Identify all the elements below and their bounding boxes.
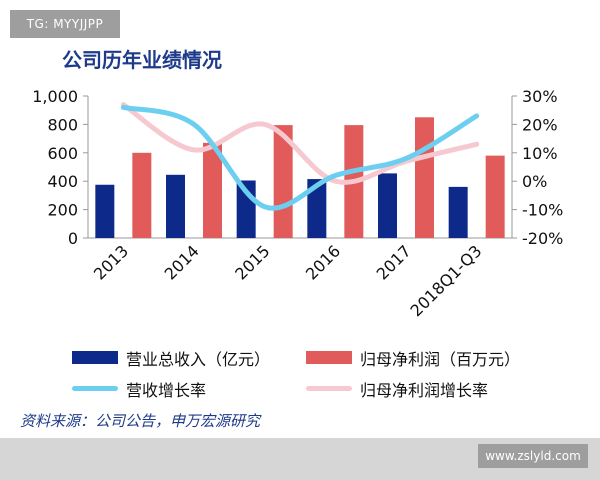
left-axis-tick-label: 0 (68, 229, 78, 248)
legend-label-net-profit: 归母净利润（百万元） (360, 350, 521, 369)
x-axis-tick-label: 2013 (90, 241, 132, 283)
watermark-bottom: www.zslyld.com (478, 444, 588, 468)
line-revenue-growth (120, 104, 480, 211)
legend-swatch-revenue-growth (72, 386, 118, 391)
legend-label-net-profit-growth: 归母净利润增长率 (360, 381, 489, 400)
right-axis-tick-label: 10% (522, 144, 558, 163)
bar-revenue (95, 184, 115, 238)
bar-revenue (166, 174, 185, 238)
chart-title: 公司历年业绩情况 (62, 48, 222, 72)
x-axis-tick-label: 2018Q1-Q3 (407, 241, 486, 320)
right-axis-tick-label: 20% (522, 115, 558, 134)
bar-net-profit (415, 117, 434, 238)
left-axis-tick-label: 1,000 (32, 87, 78, 106)
bar-net-profit (203, 142, 222, 238)
x-axis-tick-label: 2015 (231, 241, 273, 283)
legend-label-revenue-growth: 营收增长率 (126, 381, 207, 400)
legend-swatch-net-profit-growth (306, 386, 352, 391)
legend-label-revenue: 营业总收入（亿元） (126, 350, 271, 369)
bar-revenue (378, 173, 397, 238)
watermark-top: TG: MYYJJPP (10, 10, 120, 38)
bar-net-profit (132, 152, 152, 238)
right-axis-tick-label: -10% (522, 201, 563, 220)
right-axis-tick-label: 0% (522, 172, 547, 191)
legend-swatch-net-profit (306, 351, 352, 364)
source-note: 资料来源：公司公告，申万宏源研究 (20, 412, 261, 430)
legend-swatch-revenue (72, 351, 118, 364)
bar-revenue (307, 179, 327, 238)
x-axis-tick-label: 2016 (302, 241, 344, 283)
right-axis-tick-label: 30% (522, 87, 558, 106)
bar-revenue (448, 186, 468, 238)
line-net-profit-growth (120, 102, 480, 185)
left-axis-tick-label: 600 (47, 144, 78, 163)
bar-net-profit (485, 155, 505, 238)
left-axis-tick-label: 200 (47, 201, 78, 220)
x-axis-tick-label: 2014 (161, 241, 203, 283)
x-axis-tick-label: 2017 (373, 241, 415, 283)
left-axis-tick-label: 400 (47, 172, 78, 191)
right-axis-tick-label: -20% (522, 229, 563, 248)
left-axis-tick-label: 800 (47, 115, 78, 134)
